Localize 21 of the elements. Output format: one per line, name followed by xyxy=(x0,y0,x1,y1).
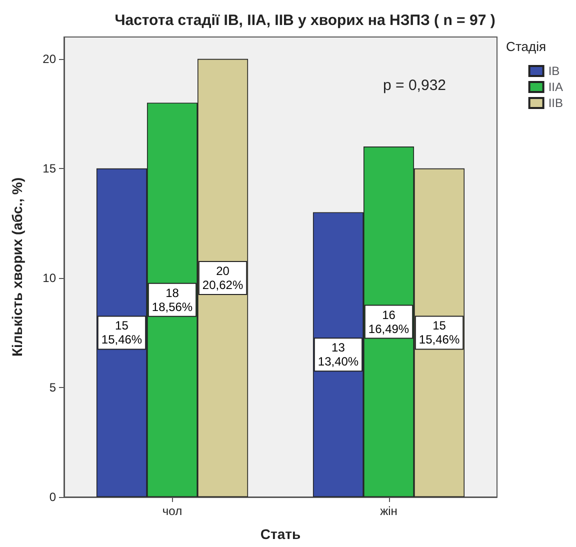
legend-label: IIA xyxy=(548,80,563,94)
data-label: 13 13,40% xyxy=(318,340,359,369)
legend-label: IIB xyxy=(548,96,563,110)
y-axis-title: Кількість хворих (абс., %) xyxy=(9,177,25,357)
data-label: 18 18,56% xyxy=(152,286,193,314)
y-tick-label: 0 xyxy=(49,490,56,504)
data-label: 15 15,46% xyxy=(418,318,460,347)
chart-title: Частота стадії IB, IIA, IIB у хворих на НЗПЗ ( n = 97 ) xyxy=(114,12,496,29)
x-tick-label: жін xyxy=(380,504,398,518)
annotation: p = 0,932 xyxy=(383,77,446,94)
y-tick-label: 5 xyxy=(49,380,56,394)
legend-title: Стадія xyxy=(506,39,546,54)
data-label: 20 20,62% xyxy=(202,264,244,292)
y-tick-label: 10 xyxy=(42,270,56,285)
legend-label: IB xyxy=(548,64,560,78)
x-tick-label: чол xyxy=(162,504,182,518)
y-tick-label: 20 xyxy=(42,52,56,66)
data-label: 15 15,46% xyxy=(101,318,142,347)
data-label: 16 16,49% xyxy=(368,308,410,336)
x-axis-title: Стать xyxy=(260,526,301,542)
y-tick-label: 15 xyxy=(42,161,56,176)
